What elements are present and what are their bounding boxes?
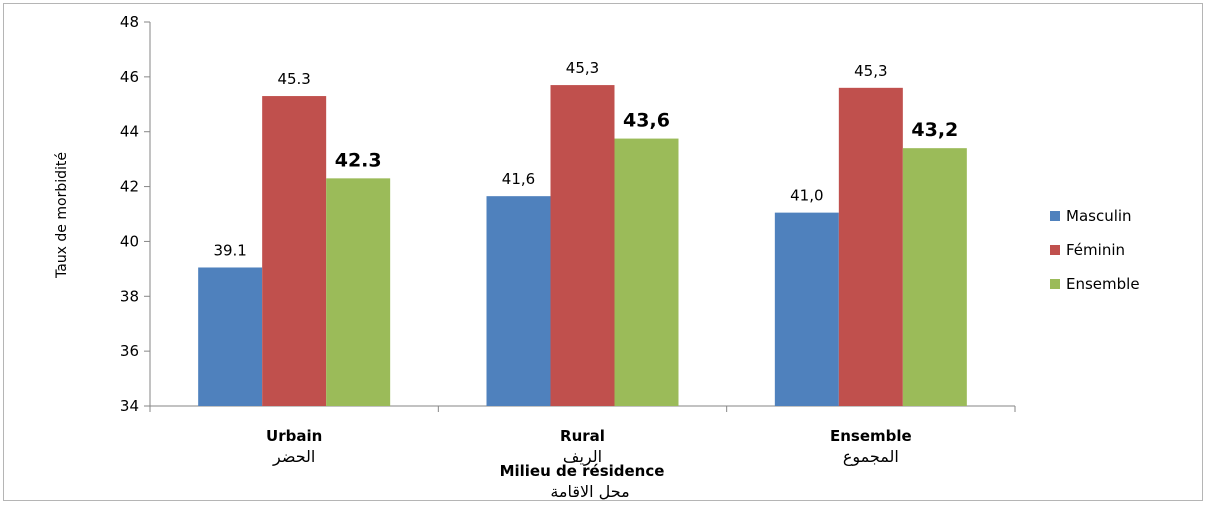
data-label: 41,0 — [790, 187, 823, 205]
legend-label-féminin: Féminin — [1066, 241, 1125, 259]
legend-label-masculin: Masculin — [1066, 207, 1132, 225]
y-axis-label: Taux de morbidité — [54, 152, 70, 279]
y-tick-label: 48 — [120, 13, 139, 31]
data-label: 43,2 — [911, 119, 958, 141]
y-tick-label: 38 — [120, 287, 139, 305]
data-label: 45,3 — [854, 62, 887, 80]
bar-masculin-ensemble — [774, 212, 839, 406]
bar-ensemble-ensemble — [902, 148, 967, 406]
x-axis-label: Milieu de résidence — [500, 462, 665, 480]
bar-ensemble-urbain — [326, 178, 391, 406]
data-label: 42.3 — [335, 149, 382, 171]
y-tick-label: 42 — [120, 178, 139, 196]
data-label: 41,6 — [502, 170, 535, 188]
legend-label-ensemble: Ensemble — [1066, 275, 1140, 293]
y-tick-label: 36 — [120, 342, 139, 360]
y-tick-label: 46 — [120, 68, 139, 86]
y-tick-label: 44 — [120, 123, 139, 141]
bar-ensemble-rural — [614, 138, 679, 407]
bar-masculin-urbain — [198, 267, 263, 406]
y-tick-label: 40 — [120, 232, 139, 250]
category-label-arabic: الريف — [563, 447, 602, 467]
bar-masculin-rural — [486, 196, 551, 406]
category-label: Urbain — [266, 427, 322, 445]
data-label: 43,6 — [623, 110, 670, 132]
category-label-arabic: الحضر — [272, 447, 315, 467]
x-axis-label-arabic: محل الاقامة — [550, 482, 629, 501]
data-label: 45,3 — [566, 59, 599, 77]
category-label-arabic: المجموع — [843, 447, 899, 467]
category-label: Ensemble — [830, 427, 912, 445]
legend-swatch-masculin — [1050, 211, 1060, 221]
data-label: 45.3 — [277, 70, 310, 88]
legend-swatch-féminin — [1050, 245, 1060, 255]
bar-féminin-rural — [550, 85, 615, 406]
legend-swatch-ensemble — [1050, 279, 1060, 289]
y-tick-label: 34 — [120, 397, 139, 415]
bar-féminin-urbain — [262, 96, 327, 407]
category-label: Rural — [560, 427, 605, 445]
bar-féminin-ensemble — [838, 87, 903, 406]
data-label: 39.1 — [213, 241, 246, 259]
